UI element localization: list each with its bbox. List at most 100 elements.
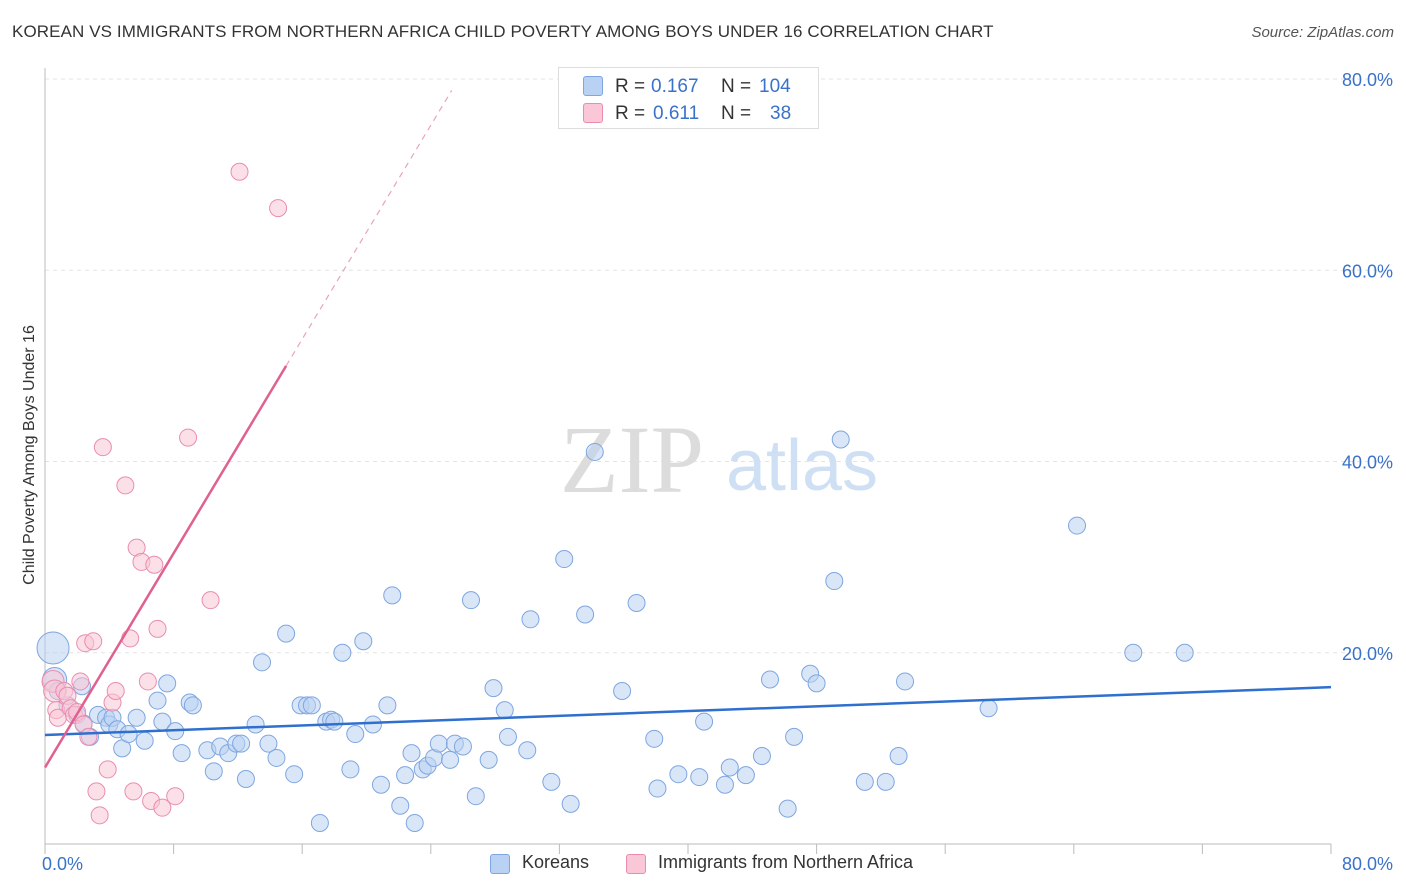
korean-point <box>585 442 604 461</box>
korean-point <box>1175 643 1194 662</box>
korean-point <box>466 787 485 806</box>
x-tick-label: 80.0% <box>1342 854 1393 874</box>
immigrant-point <box>179 428 198 447</box>
immigrant-trend-line <box>43 365 288 769</box>
korean-point <box>555 550 574 569</box>
legend: R = 0.167 N = 104 R = 0.611 N = 38 <box>558 67 819 129</box>
korean-point <box>363 715 382 734</box>
immigrant-trend-extension <box>285 90 453 367</box>
korean-point <box>785 727 804 746</box>
legend-r-label: R = <box>615 76 646 97</box>
korean-point <box>236 769 255 788</box>
korean-point <box>648 779 667 798</box>
korean-point <box>752 747 771 766</box>
y-tick-label: 80.0% <box>1342 70 1393 90</box>
korean-point <box>855 772 874 791</box>
chart-title: KOREAN VS IMMIGRANTS FROM NORTHERN AFRIC… <box>12 22 994 41</box>
immigrant-point <box>90 806 109 825</box>
korean-point <box>310 813 329 832</box>
korean-point <box>669 765 688 784</box>
korean-point <box>495 701 514 720</box>
korean-point <box>325 712 344 731</box>
korean-point <box>715 775 734 794</box>
korean-point <box>461 591 480 610</box>
legend-label-koreans: Koreans <box>522 852 590 872</box>
korean-point <box>429 734 448 753</box>
source-label: Source: ZipAtlas.com <box>1251 24 1394 41</box>
y-tick-label: 40.0% <box>1342 453 1393 473</box>
korean-point <box>267 748 286 767</box>
immigrant-point <box>153 798 172 817</box>
immigrant-point <box>148 619 167 638</box>
axes <box>44 68 1332 854</box>
korean-point <box>371 775 390 794</box>
series-immigrants <box>41 162 288 825</box>
legend-swatch-koreans <box>490 854 510 874</box>
immigrant-point <box>138 672 157 691</box>
immigrant-point <box>93 438 112 457</box>
korean-point <box>613 682 632 700</box>
watermark-atlas: atlas <box>726 426 878 506</box>
legend-swatch-blue <box>583 76 603 96</box>
korean-point <box>831 430 850 449</box>
korean-point <box>183 696 202 715</box>
korean-point <box>253 653 272 672</box>
korean-point <box>378 696 397 715</box>
immigrant-point <box>166 787 185 806</box>
korean-point <box>453 737 472 756</box>
korean-point <box>736 766 755 785</box>
korean-point <box>561 794 580 813</box>
korean-point <box>1124 643 1143 662</box>
korean-point <box>896 672 915 691</box>
korean-point <box>277 624 296 643</box>
korean-trend-line <box>44 685 1332 737</box>
x-tick-label: 0.0% <box>42 854 83 874</box>
korean-point <box>760 670 779 689</box>
korean-point <box>36 631 70 665</box>
korean-point <box>119 725 138 744</box>
gridlines <box>45 78 1392 654</box>
immigrant-point <box>84 632 103 651</box>
korean-point <box>479 750 498 769</box>
korean-point <box>695 712 714 731</box>
legend-swatch-pink <box>583 103 603 123</box>
korean-point <box>1068 516 1087 535</box>
korean-point <box>346 725 365 744</box>
korean-point <box>246 715 265 734</box>
immigrant-point <box>116 476 135 495</box>
series-koreans <box>36 430 1194 832</box>
korean-point <box>333 643 352 662</box>
korean-point <box>402 744 421 763</box>
immigrant-point <box>71 672 90 691</box>
korean-point <box>807 674 826 693</box>
korean-point <box>135 731 154 750</box>
korean-point <box>391 796 410 815</box>
legend-label-immigrants: Immigrants from Northern Africa <box>658 852 914 872</box>
korean-point <box>127 708 146 727</box>
korean-point <box>876 772 895 791</box>
immigrant-point <box>106 682 125 700</box>
korean-point <box>441 750 460 769</box>
korean-point <box>627 594 646 613</box>
y-tick-label: 60.0% <box>1342 261 1393 281</box>
korean-point <box>405 813 424 832</box>
tick-labels: 20.0% 40.0% 60.0% 80.0% 0.0% 80.0% <box>42 70 1393 874</box>
korean-point <box>521 610 540 629</box>
legend-r-label: R = <box>615 103 646 124</box>
immigrant-point <box>87 782 106 801</box>
immigrant-point <box>145 555 164 574</box>
korean-point <box>484 679 503 698</box>
korean-point <box>302 696 321 715</box>
korean-point <box>396 766 415 785</box>
korean-point <box>383 586 402 605</box>
legend-r-value: 0.167 <box>651 76 699 97</box>
korean-point <box>645 729 664 748</box>
korean-point <box>576 605 595 624</box>
legend-n-value: 38 <box>770 103 792 124</box>
korean-point <box>341 760 360 779</box>
korean-point <box>172 744 191 763</box>
korean-point <box>778 799 797 818</box>
legend-n-label: N = <box>721 76 752 97</box>
korean-point <box>889 747 908 766</box>
